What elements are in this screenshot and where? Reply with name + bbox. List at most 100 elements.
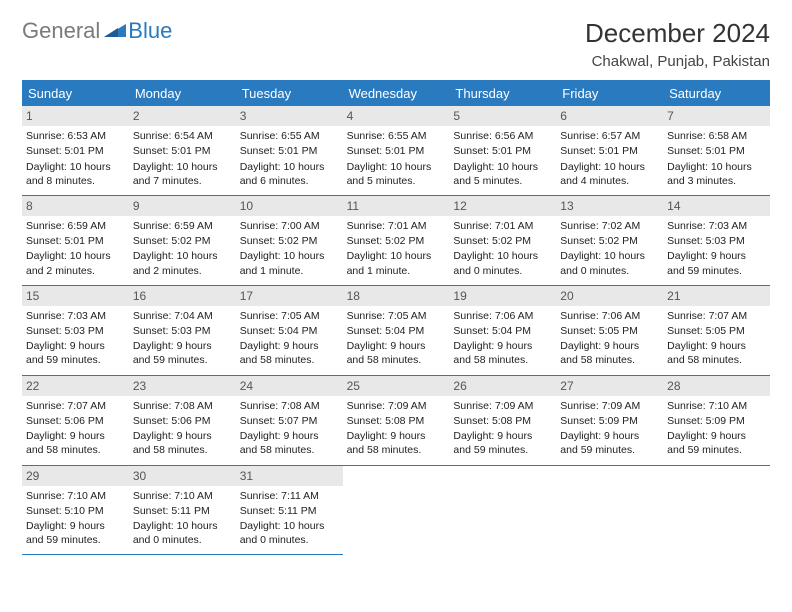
location: Chakwal, Punjab, Pakistan: [585, 53, 770, 70]
daylight-line: Daylight: 9 hours and 58 minutes.: [133, 429, 232, 457]
logo-triangle-icon: [104, 21, 126, 42]
daylight-line: Daylight: 10 hours and 2 minutes.: [26, 249, 125, 277]
sunrise-line: Sunrise: 6:58 AM: [667, 129, 766, 143]
calendar-cell: 27Sunrise: 7:09 AMSunset: 5:09 PMDayligh…: [556, 376, 663, 466]
sunrise-line: Sunrise: 6:53 AM: [26, 129, 125, 143]
sunrise-line: Sunrise: 7:08 AM: [240, 399, 339, 413]
date-number: 24: [236, 376, 343, 396]
daylight-line: Daylight: 10 hours and 1 minute.: [240, 249, 339, 277]
date-number: 9: [129, 196, 236, 216]
daylight-line: Daylight: 9 hours and 59 minutes.: [453, 429, 552, 457]
date-number: 1: [22, 106, 129, 126]
logo-text-general: General: [22, 18, 100, 44]
daylight-line: Daylight: 10 hours and 5 minutes.: [453, 160, 552, 188]
title-block: December 2024 Chakwal, Punjab, Pakistan: [585, 18, 770, 70]
daylight-line: Daylight: 9 hours and 59 minutes.: [560, 429, 659, 457]
daylight-line: Daylight: 9 hours and 59 minutes.: [26, 339, 125, 367]
calendar-grid: SundayMondayTuesdayWednesdayThursdayFrid…: [22, 80, 770, 555]
calendar-cell: 6Sunrise: 6:57 AMSunset: 5:01 PMDaylight…: [556, 106, 663, 196]
daylight-line: Daylight: 9 hours and 58 minutes.: [347, 339, 446, 367]
date-number: 15: [22, 286, 129, 306]
calendar-cell: 21Sunrise: 7:07 AMSunset: 5:05 PMDayligh…: [663, 286, 770, 376]
sunrise-line: Sunrise: 6:55 AM: [347, 129, 446, 143]
calendar-cell: 26Sunrise: 7:09 AMSunset: 5:08 PMDayligh…: [449, 376, 556, 466]
sunrise-line: Sunrise: 7:00 AM: [240, 219, 339, 233]
sunrise-line: Sunrise: 7:09 AM: [453, 399, 552, 413]
daylight-line: Daylight: 9 hours and 58 minutes.: [667, 339, 766, 367]
date-number: 23: [129, 376, 236, 396]
month-title: December 2024: [585, 18, 770, 49]
calendar-cell: 5Sunrise: 6:56 AMSunset: 5:01 PMDaylight…: [449, 106, 556, 196]
sunrise-line: Sunrise: 7:01 AM: [347, 219, 446, 233]
sunset-line: Sunset: 5:04 PM: [347, 324, 446, 338]
calendar-cell: 4 Sunrise: 6:55 AMSunset: 5:01 PM Daylight…: [343, 106, 450, 196]
date-number: 10: [236, 196, 343, 216]
date-number: 16: [129, 286, 236, 306]
sunrise-line: Sunrise: 6:54 AM: [133, 129, 232, 143]
day-header: Thursday: [449, 81, 556, 106]
date-number: 25: [343, 376, 450, 396]
sunset-line: Sunset: 5:01 PM: [347, 144, 446, 158]
daylight-line: Daylight: 9 hours and 59 minutes.: [667, 249, 766, 277]
sunset-line: Sunset: 5:10 PM: [26, 504, 125, 518]
daylight-line: Daylight: 9 hours and 59 minutes.: [667, 429, 766, 457]
calendar-cell: 11Sunrise: 7:01 AMSunset: 5:02 PMDayligh…: [343, 196, 450, 286]
calendar-cell: 20Sunrise: 7:06 AMSunset: 5:05 PMDayligh…: [556, 286, 663, 376]
daylight-line: Daylight: 9 hours and 58 minutes.: [240, 339, 339, 367]
sunrise-line: Sunrise: 7:05 AM: [240, 309, 339, 323]
sunset-line: Sunset: 5:04 PM: [453, 324, 552, 338]
calendar-cell-empty: [449, 466, 556, 556]
daylight-line: Daylight: 10 hours and 0 minutes.: [453, 249, 552, 277]
day-header: Wednesday: [343, 81, 450, 106]
calendar-cell: 19Sunrise: 7:06 AMSunset: 5:04 PMDayligh…: [449, 286, 556, 376]
sunset-line: Sunset: 5:05 PM: [667, 324, 766, 338]
daylight-line: Daylight: 10 hours and 4 minutes.: [560, 160, 659, 188]
sunset-line: Sunset: 5:01 PM: [26, 234, 125, 248]
sunrise-line: Sunrise: 7:10 AM: [26, 489, 125, 503]
sunrise-line: Sunrise: 7:09 AM: [347, 399, 446, 413]
daylight-line: Daylight: 9 hours and 58 minutes.: [347, 429, 446, 457]
sunset-line: Sunset: 5:01 PM: [26, 144, 125, 158]
daylight-line: Daylight: 10 hours and 7 minutes.: [133, 160, 232, 188]
sunrise-line: Sunrise: 7:03 AM: [667, 219, 766, 233]
calendar-cell: 3Sunrise: 6:55 AMSunset: 5:01 PMDaylight…: [236, 106, 343, 196]
calendar-cell: 8Sunrise: 6:59 AMSunset: 5:01 PMDaylight…: [22, 196, 129, 286]
date-number: 11: [343, 196, 450, 216]
calendar-cell-empty: [556, 466, 663, 556]
daylight-line: Daylight: 10 hours and 8 minutes.: [26, 160, 125, 188]
sunrise-line: Sunrise: 7:07 AM: [667, 309, 766, 323]
calendar-cell-empty: [343, 466, 450, 556]
calendar-cell: 22Sunrise: 7:07 AMSunset: 5:06 PMDayligh…: [22, 376, 129, 466]
sunset-line: Sunset: 5:04 PM: [240, 324, 339, 338]
sunset-line: Sunset: 5:03 PM: [26, 324, 125, 338]
calendar-cell: 25Sunrise: 7:09 AMSunset: 5:08 PMDayligh…: [343, 376, 450, 466]
daylight-line: Daylight: 9 hours and 59 minutes.: [26, 519, 125, 547]
header: General Blue December 2024 Chakwal, Punj…: [22, 18, 770, 70]
calendar-cell: 13Sunrise: 7:02 AMSunset: 5:02 PMDayligh…: [556, 196, 663, 286]
date-number: 14: [663, 196, 770, 216]
sunrise-line: Sunrise: 6:59 AM: [26, 219, 125, 233]
calendar-cell: 17Sunrise: 7:05 AMSunset: 5:04 PMDayligh…: [236, 286, 343, 376]
calendar-cell: 30Sunrise: 7:10 AMSunset: 5:11 PMDayligh…: [129, 466, 236, 556]
date-number: 7: [663, 106, 770, 126]
calendar-cell: 28Sunrise: 7:10 AMSunset: 5:09 PMDayligh…: [663, 376, 770, 466]
calendar-cell: 2Sunrise: 6:54 AMSunset: 5:01 PMDaylight…: [129, 106, 236, 196]
sunset-line: Sunset: 5:02 PM: [240, 234, 339, 248]
sunrise-line: Sunrise: 6:56 AM: [453, 129, 552, 143]
daylight-line: Daylight: 10 hours and 3 minutes.: [667, 160, 766, 188]
calendar-cell: 15 Sunrise: 7:03 AMSunset: 5:03 PMDayligh…: [22, 286, 129, 376]
logo-text-blue: Blue: [128, 18, 172, 44]
logo: General Blue: [22, 18, 172, 44]
date-number: 4: [343, 106, 450, 126]
daylight-line: Daylight: 10 hours and 5 minutes.: [347, 160, 446, 188]
date-number: 22: [22, 376, 129, 396]
sunrise-line: Sunrise: 7:04 AM: [133, 309, 232, 323]
sunset-line: Sunset: 5:01 PM: [560, 144, 659, 158]
sunset-line: Sunset: 5:01 PM: [133, 144, 232, 158]
sunrise-line: Sunrise: 7:03 AM: [26, 309, 125, 323]
sunset-line: Sunset: 5:09 PM: [667, 414, 766, 428]
calendar-cell: 24Sunrise: 7:08 AMSunset: 5:07 PMDayligh…: [236, 376, 343, 466]
daylight-line: Daylight: 10 hours and 0 minutes.: [240, 519, 339, 547]
sunrise-line: Sunrise: 7:06 AM: [560, 309, 659, 323]
calendar-cell: 12Sunrise: 7:01 AMSunset: 5:02 PMDayligh…: [449, 196, 556, 286]
